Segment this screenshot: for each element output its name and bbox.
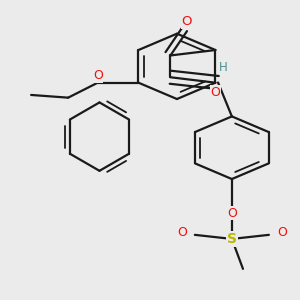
Text: O: O bbox=[277, 226, 287, 238]
Text: O: O bbox=[182, 15, 192, 28]
Text: O: O bbox=[93, 69, 103, 82]
Text: H: H bbox=[219, 61, 228, 74]
Text: S: S bbox=[227, 232, 237, 246]
Text: O: O bbox=[227, 207, 237, 220]
Text: O: O bbox=[211, 86, 220, 99]
Text: O: O bbox=[177, 226, 187, 238]
